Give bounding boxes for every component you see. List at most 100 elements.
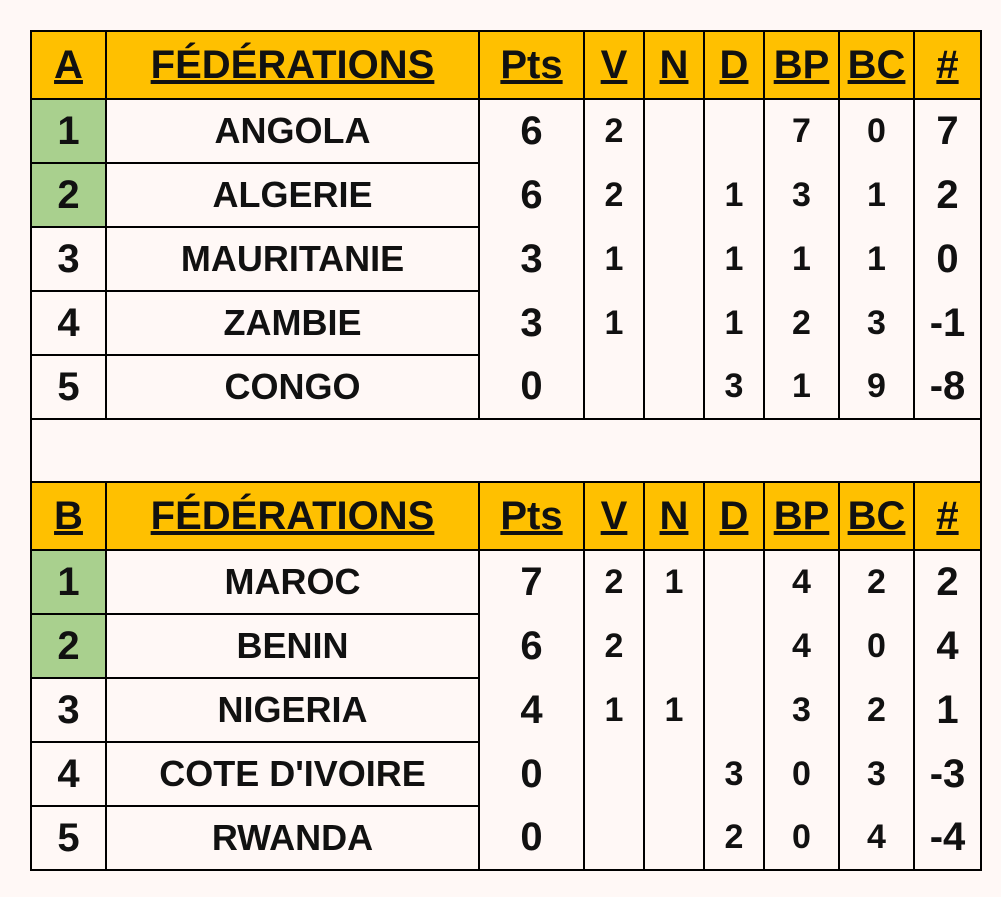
team-row: 4 ZAMBIE 3 1 1 2 3 -1 [30, 290, 982, 356]
goals-against: 9 [838, 355, 915, 420]
wins: 2 [583, 614, 645, 678]
goal-diff: 2 [913, 163, 982, 227]
wins: 2 [583, 550, 645, 614]
losses: 1 [703, 163, 765, 227]
draws [643, 291, 705, 355]
team-row: 5 CONGO 0 3 1 9 -8 [30, 354, 982, 420]
column-header: N [643, 30, 705, 100]
goals-for: 2 [763, 291, 840, 355]
goal-diff: -4 [913, 806, 982, 871]
wins: 1 [583, 291, 645, 355]
rank: 3 [30, 226, 107, 292]
federation: MAURITANIE [105, 226, 480, 292]
federation: MAROC [105, 549, 480, 615]
goals-against: 3 [838, 742, 915, 806]
losses: 1 [703, 227, 765, 291]
federation: ANGOLA [105, 98, 480, 164]
column-header: FÉDÉRATIONS [105, 30, 480, 100]
group-label: A [30, 30, 107, 100]
losses: 3 [703, 742, 765, 806]
team-row: 2 ALGERIE 6 2 1 3 1 2 [30, 162, 982, 228]
column-header: D [703, 481, 765, 551]
team-row: 3 NIGERIA 4 1 1 3 2 1 [30, 677, 982, 743]
points: 0 [478, 355, 585, 420]
points: 0 [478, 742, 585, 806]
wins: 2 [583, 99, 645, 163]
goal-diff: -8 [913, 355, 982, 420]
draws: 1 [643, 550, 705, 614]
goals-against: 0 [838, 99, 915, 163]
rank: 4 [30, 290, 107, 356]
team-row: 4 COTE D'IVOIRE 0 3 0 3 -3 [30, 741, 982, 807]
draws: 1 [643, 678, 705, 742]
column-header: BP [763, 481, 840, 551]
losses [703, 550, 765, 614]
column-header: Pts [478, 30, 585, 100]
column-header: N [643, 481, 705, 551]
losses [703, 614, 765, 678]
goal-diff: 4 [913, 614, 982, 678]
team-row: 1 MAROC 7 2 1 4 2 2 [30, 549, 982, 615]
goals-for: 3 [763, 163, 840, 227]
federation: ALGERIE [105, 162, 480, 228]
wins: 2 [583, 163, 645, 227]
goal-diff: 0 [913, 227, 982, 291]
spacer-row [30, 418, 982, 483]
losses [703, 678, 765, 742]
goals-against: 2 [838, 678, 915, 742]
draws [643, 99, 705, 163]
points: 6 [478, 99, 585, 163]
draws [643, 806, 705, 871]
draws [643, 227, 705, 291]
losses: 2 [703, 806, 765, 871]
goals-for: 3 [763, 678, 840, 742]
header-row: B FÉDÉRATIONS Pts V N D BP BC # [30, 481, 982, 551]
rank: 1 [30, 549, 107, 615]
goals-for: 4 [763, 550, 840, 614]
points: 4 [478, 678, 585, 742]
column-header: D [703, 30, 765, 100]
team-row: 5 RWANDA 0 2 0 4 -4 [30, 805, 982, 871]
goals-against: 1 [838, 227, 915, 291]
rank: 4 [30, 741, 107, 807]
goals-for: 4 [763, 614, 840, 678]
points: 0 [478, 806, 585, 871]
goals-against: 2 [838, 550, 915, 614]
header-row: A FÉDÉRATIONS Pts V N D BP BC # [30, 30, 982, 100]
spacer [30, 418, 982, 483]
goal-diff: 1 [913, 678, 982, 742]
points: 6 [478, 614, 585, 678]
wins: 1 [583, 678, 645, 742]
federation: BENIN [105, 613, 480, 679]
losses: 1 [703, 291, 765, 355]
goals-for: 0 [763, 806, 840, 871]
column-header: Pts [478, 481, 585, 551]
points: 6 [478, 163, 585, 227]
team-row: 2 BENIN 6 2 4 0 4 [30, 613, 982, 679]
group-label: B [30, 481, 107, 551]
rank: 2 [30, 613, 107, 679]
rank: 5 [30, 805, 107, 871]
goals-against: 4 [838, 806, 915, 871]
table-body: A FÉDÉRATIONS Pts V N D BP BC #1 ANGOLA 6 2 7 0 7 2 ALGE… [30, 30, 982, 871]
goal-diff: 7 [913, 99, 982, 163]
points: 7 [478, 550, 585, 614]
column-header: BP [763, 30, 840, 100]
draws [643, 614, 705, 678]
federation: COTE D'IVOIRE [105, 741, 480, 807]
goals-for: 7 [763, 99, 840, 163]
losses: 3 [703, 355, 765, 420]
column-header: BC [838, 481, 915, 551]
team-row: 3 MAURITANIE 3 1 1 1 1 0 [30, 226, 982, 292]
rank: 1 [30, 98, 107, 164]
column-header: # [913, 30, 982, 100]
rank: 3 [30, 677, 107, 743]
goals-for: 0 [763, 742, 840, 806]
column-header: # [913, 481, 982, 551]
column-header: BC [838, 30, 915, 100]
federation: CONGO [105, 354, 480, 420]
standings-table: A FÉDÉRATIONS Pts V N D BP BC #1 ANGOLA 6 2 7 0 7 2 ALGE… [30, 30, 982, 871]
goal-diff: -1 [913, 291, 982, 355]
wins [583, 355, 645, 420]
